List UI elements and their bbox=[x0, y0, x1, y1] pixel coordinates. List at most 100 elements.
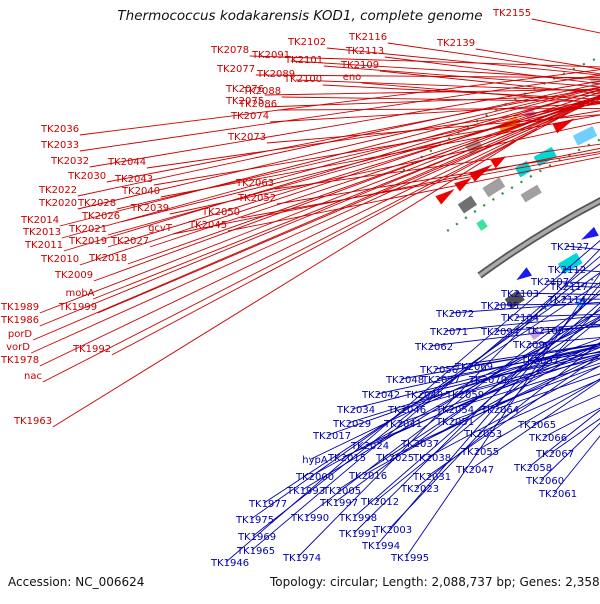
outer-gene-label: TK2102 bbox=[287, 37, 326, 48]
inner-gene-label: TK2024 bbox=[350, 441, 389, 452]
outer-gene-label: TK2021 bbox=[68, 224, 107, 235]
outer-gene-label: TK1992 bbox=[72, 344, 111, 355]
outer-gene-label: TK2013 bbox=[22, 227, 61, 238]
outer-gene-label: TK2075 bbox=[225, 96, 264, 107]
inner-gene-label: TK2012 bbox=[360, 497, 399, 508]
outer-gene-label: TK2074 bbox=[230, 111, 269, 122]
outer-gene-label: TK1989 bbox=[0, 302, 39, 313]
inner-gene-label: TK2053 bbox=[463, 429, 502, 440]
inner-gene-label: TK2057 bbox=[421, 375, 460, 386]
inner-gene-label: TK2112 bbox=[547, 265, 586, 276]
inner-gene-label: TK2005 bbox=[322, 486, 361, 497]
inner-gene-label: TK2114 bbox=[547, 295, 586, 306]
outer-gene-label: TK1999 bbox=[58, 302, 97, 313]
outer-gene-label: TK2113 bbox=[345, 46, 384, 57]
inner-gene-label: TK2049 bbox=[404, 390, 443, 401]
inner-gene-label: TK2066 bbox=[528, 433, 567, 444]
inner-gene-label: hypA bbox=[302, 455, 328, 466]
outer-gene-label: TK2009 bbox=[54, 270, 93, 281]
inner-gene-label: TK1991 bbox=[338, 529, 377, 540]
inner-gene-label: TK2017 bbox=[312, 431, 351, 442]
outer-label-leader bbox=[90, 3, 600, 168]
inner-gene-label: TK2071 bbox=[429, 327, 468, 338]
inner-gene-label: TK2103 bbox=[500, 289, 539, 300]
outer-gene-label: TK2073 bbox=[227, 132, 266, 143]
inner-gene-label: TK1998 bbox=[338, 513, 377, 524]
inner-gene-label: TK2000 bbox=[295, 472, 334, 483]
outer-gene-label: TK2030 bbox=[67, 171, 106, 182]
inner-gene-label: TK2060 bbox=[525, 476, 564, 487]
outer-gene-label: TK2044 bbox=[107, 157, 146, 168]
inner-gene-label: TK2034 bbox=[336, 405, 375, 416]
outer-gene-label: TK2026 bbox=[81, 211, 120, 222]
inner-gene-label: TK2096 bbox=[512, 340, 551, 351]
inner-gene-label: TK2054 bbox=[435, 405, 474, 416]
inner-gene-label: TK2069 bbox=[454, 362, 493, 373]
inner-gene-label: TK2016 bbox=[348, 471, 387, 482]
labels-layer: TK2155TK2139TK2116TK2113TK2109enoTK2102T… bbox=[0, 8, 589, 569]
inner-gene-label: TK1994 bbox=[361, 541, 400, 552]
outer-gene-label: TK2011 bbox=[24, 240, 63, 251]
outer-gene-label: TK1986 bbox=[0, 315, 39, 326]
category-block-mid bbox=[479, 223, 486, 227]
inner-gene-label: TK2059 bbox=[445, 390, 484, 401]
outer-label-leader bbox=[80, 5, 600, 135]
outer-gene-label: TK2052 bbox=[237, 193, 276, 204]
forward-gene-arrow bbox=[435, 189, 454, 205]
inner-gene-label: TK2048 bbox=[385, 375, 424, 386]
inner-gene-label: TK2117 bbox=[549, 282, 588, 293]
inner-gene-label: TK2042 bbox=[361, 390, 400, 401]
outer-gene-label: TK2091 bbox=[251, 50, 290, 61]
inner-gene-label: TK1977 bbox=[248, 499, 287, 510]
outer-gene-label: TK2076 bbox=[225, 84, 264, 95]
inner-gene-label: TK2055 bbox=[460, 447, 499, 458]
inner-gene-label: TK2070 bbox=[468, 375, 507, 386]
outer-gene-label: vorD bbox=[6, 342, 30, 353]
inner-gene-label: TK2015 bbox=[327, 453, 366, 464]
outer-gene-label: TK2027 bbox=[110, 236, 149, 247]
outer-gene-label: TK2043 bbox=[114, 174, 153, 185]
outer-gene-label: gcvT bbox=[148, 223, 173, 234]
outer-gene-label: TK2039 bbox=[130, 203, 169, 214]
outer-gene-label: mobA bbox=[65, 288, 94, 299]
inner-gene-label: TK2094 bbox=[480, 327, 519, 338]
outer-gene-label: TK2022 bbox=[38, 185, 77, 196]
inner-gene-label: TK2095 bbox=[480, 301, 519, 312]
outer-gene-label: TK2116 bbox=[348, 32, 387, 43]
inner-gene-label: TK2058 bbox=[513, 463, 552, 474]
inner-gene-label: TK2029 bbox=[332, 419, 371, 430]
accession-text: Accession: NC_006624 bbox=[8, 575, 144, 589]
outer-gene-label: TK2018 bbox=[88, 253, 127, 264]
outer-gene-label: TK2019 bbox=[68, 236, 107, 247]
outer-gene-label: TK2077 bbox=[216, 64, 255, 75]
outer-gene-label: TK2032 bbox=[50, 156, 89, 167]
map-title: Thermococcus kodakarensis KOD1, complete… bbox=[0, 8, 600, 24]
outer-gene-label: TK2078 bbox=[210, 45, 249, 56]
outer-gene-label: TK2045 bbox=[188, 220, 227, 231]
inner-gene-label: TK2067 bbox=[535, 449, 574, 460]
inner-gene-label: TK2061 bbox=[538, 489, 577, 500]
inner-gene-label: TK2037 bbox=[400, 439, 439, 450]
outer-label-leader bbox=[388, 43, 600, 232]
inner-gene-label: TK2062 bbox=[414, 342, 453, 353]
inner-gene-label: TK1974 bbox=[282, 553, 321, 564]
inner-gene-label: TK1997 bbox=[319, 498, 358, 509]
inner-gene-label: TK2072 bbox=[435, 309, 474, 320]
outer-gene-label: TK1963 bbox=[13, 416, 52, 427]
inner-gene-label: TK1965 bbox=[236, 546, 275, 557]
outer-gene-label: eno bbox=[343, 72, 362, 83]
inner-gene-label: TK2051 bbox=[435, 417, 474, 428]
outer-gene-label: TK1978 bbox=[0, 355, 39, 366]
reverse-gene-arrow bbox=[516, 267, 532, 280]
outer-gene-label: TK2020 bbox=[38, 198, 77, 209]
inner-gene-label: TK2025 bbox=[375, 453, 414, 464]
inner-gene-label: TK2031 bbox=[412, 472, 451, 483]
genome-summary-text: Topology: circular; Length: 2,088,737 bp… bbox=[270, 575, 600, 589]
outer-gene-label: TK2063 bbox=[235, 178, 274, 189]
inner-gene-label: TK2065 bbox=[517, 420, 556, 431]
reverse-gene-arrow bbox=[581, 227, 599, 240]
inner-gene-label: TK2097 bbox=[520, 356, 559, 367]
category-block-forward bbox=[461, 200, 474, 209]
outer-gene-label: TK2028 bbox=[77, 198, 116, 209]
inner-gene-label: TK2064 bbox=[480, 405, 519, 416]
